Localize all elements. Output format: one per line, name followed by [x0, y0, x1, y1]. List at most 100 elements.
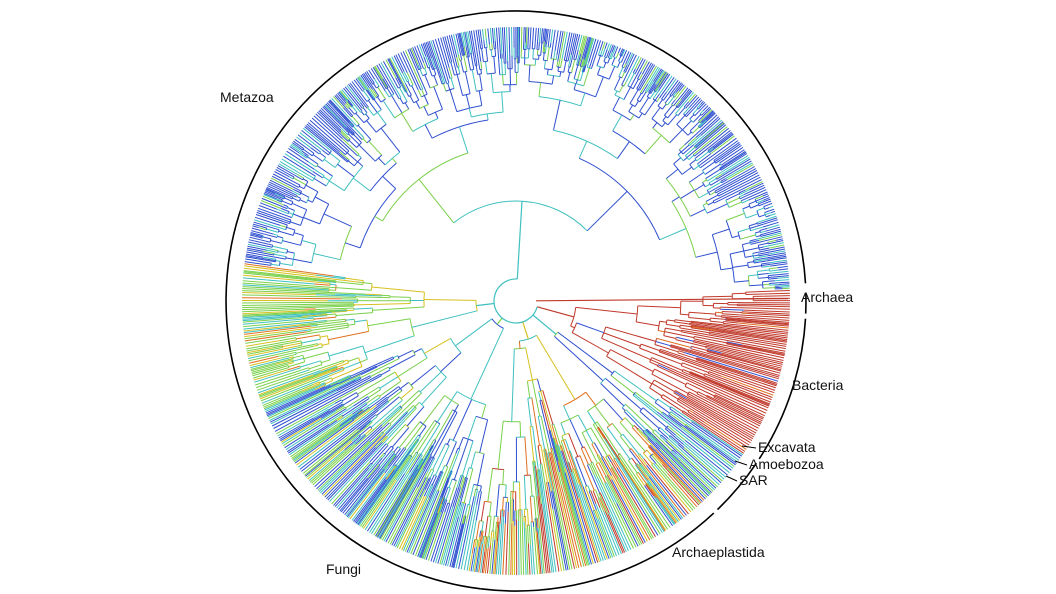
tree-branch — [755, 198, 761, 202]
tree-branch — [455, 522, 467, 569]
tree-branch-arc — [464, 477, 468, 479]
tree-branch — [263, 383, 322, 410]
tree-branch — [630, 77, 636, 88]
tree-branch-arc — [320, 360, 323, 365]
tree-branch — [382, 436, 388, 443]
tree-branch — [619, 422, 646, 452]
tree-branch — [409, 48, 417, 64]
tree-branch-arc — [353, 157, 362, 167]
tree-branch-arc — [719, 162, 722, 166]
tree-branch — [246, 249, 268, 255]
tree-branch — [696, 422, 744, 456]
tree-branch — [577, 66, 582, 80]
tree-branch — [518, 340, 521, 349]
tree-branch — [461, 440, 474, 476]
tree-branch-arc — [347, 138, 351, 142]
tree-branch — [710, 178, 721, 186]
tree-branch — [279, 337, 297, 342]
tree-branch — [770, 263, 788, 267]
tree-branch — [511, 26, 513, 56]
tree-branch-arc — [610, 466, 613, 469]
tree-branch — [308, 364, 323, 370]
tree-branch-arc — [362, 106, 365, 109]
tree-branch — [616, 503, 639, 547]
tree-branch — [715, 173, 723, 179]
tree-branch — [458, 32, 463, 48]
tree-branch — [421, 504, 443, 559]
tree-branch — [388, 390, 403, 402]
tree-branch — [378, 450, 430, 539]
tree-branch — [389, 392, 422, 425]
tree-branch — [549, 43, 552, 48]
tree-branch-arc — [380, 373, 383, 376]
tree-branch — [290, 221, 301, 226]
tree-branch — [657, 99, 663, 107]
tree-branch — [649, 474, 684, 519]
tree-branch-arc — [664, 425, 669, 430]
tree-branch — [638, 58, 644, 68]
tree-branch — [417, 436, 421, 441]
tree-branch — [266, 234, 278, 238]
tree-branch — [673, 157, 682, 165]
tree-branch — [334, 467, 370, 508]
tree-branch — [284, 153, 314, 173]
tree-branch — [534, 460, 536, 466]
tree-branch — [624, 63, 630, 73]
tree-branch — [270, 346, 283, 351]
tree-branch — [315, 274, 346, 280]
tree-branch — [372, 86, 380, 97]
tree-branch — [689, 372, 719, 386]
tree-branch — [606, 427, 631, 460]
tree-branch — [465, 31, 470, 46]
tree-branch — [719, 160, 732, 169]
tree-branch-arc — [611, 64, 618, 68]
tree-branch — [668, 369, 767, 414]
tree-branch — [693, 340, 716, 346]
tree-branch — [525, 527, 529, 575]
tree-branch — [635, 473, 645, 486]
tree-branch — [629, 449, 641, 465]
tree-branch — [372, 89, 378, 97]
tree-branch — [714, 382, 770, 406]
tree-branch-arc — [617, 453, 621, 456]
tree-branch — [662, 446, 711, 495]
tree-branch — [388, 58, 404, 87]
tree-branch — [524, 516, 527, 528]
tree-branch — [532, 48, 534, 59]
tree-branch — [709, 320, 724, 323]
tree-branch — [722, 176, 761, 197]
tree-branch — [727, 197, 740, 204]
tree-branch — [723, 321, 739, 324]
tree-branch — [399, 98, 404, 105]
tree-branch — [731, 235, 740, 239]
tree-branch — [251, 364, 281, 373]
tree-branch — [401, 496, 427, 551]
tree-branch — [355, 106, 361, 113]
tree-branch — [316, 165, 333, 177]
tree-branch — [381, 80, 387, 89]
tree-branch — [310, 147, 320, 155]
tree-branch — [692, 108, 699, 115]
tree-branch-arc — [747, 275, 750, 286]
tree-branch — [536, 378, 542, 392]
tree-branch — [274, 193, 285, 199]
tree-branch — [301, 239, 317, 245]
tree-branch — [252, 223, 261, 227]
tree-branch — [697, 153, 712, 165]
tree-branch — [652, 90, 660, 100]
tree-branch — [280, 408, 335, 442]
tree-branch — [610, 349, 654, 373]
tree-branch — [562, 450, 599, 563]
tree-branch — [560, 422, 566, 435]
tree-branch — [665, 462, 703, 503]
tree-branch — [431, 57, 436, 69]
tree-branch — [682, 157, 688, 162]
tree-branch — [572, 469, 578, 484]
tree-branch — [527, 27, 530, 41]
tree-branch — [297, 174, 304, 179]
tree-branch — [614, 457, 628, 478]
tree-branch — [733, 357, 782, 371]
tree-branch — [653, 86, 657, 91]
tree-branch-arc — [527, 378, 538, 382]
tree-branch — [293, 258, 312, 264]
